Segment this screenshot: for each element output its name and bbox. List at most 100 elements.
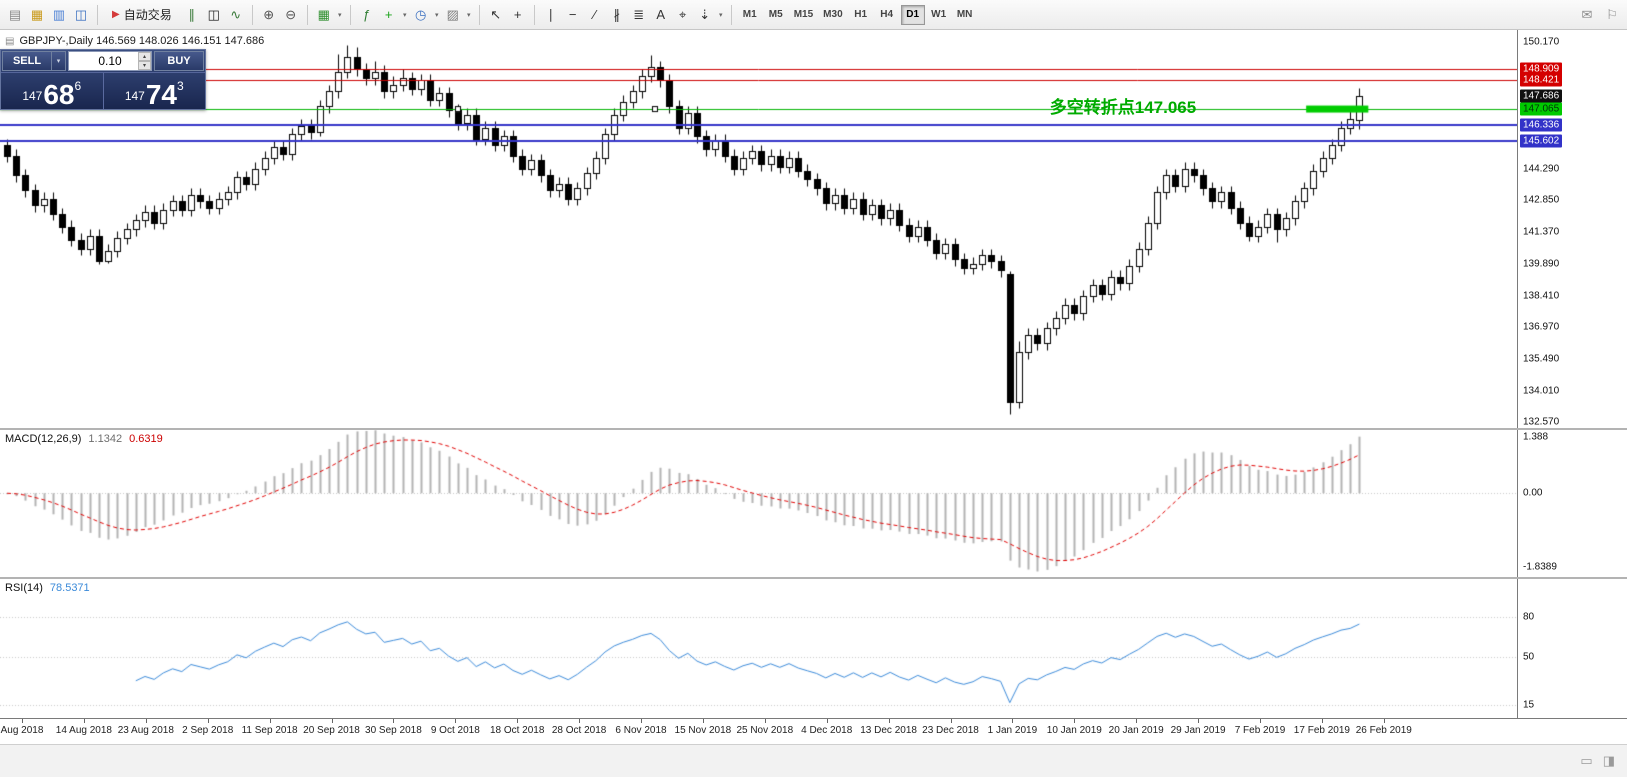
- panel-separator[interactable]: [0, 428, 1627, 430]
- main-toolbar: ▤ ▦ ▥ ◫ ▶ 自动交易 ∥ ◫ ∿ ⊕ ⊖ ▦ ▾ ƒ + ▾ ◷ ▾ ▨ ▾ ↖ + ∣ − ∕ ∦ ≣ A ⌖ ⇣ ▾ M1…: [0, 0, 1627, 30]
- trendline-icon[interactable]: ∕: [593, 7, 596, 22]
- date-label: 11 Sep 2018: [241, 725, 298, 736]
- data-window-icon[interactable]: ◫: [74, 6, 88, 22]
- date-label: 14 Aug 2018: [55, 725, 112, 736]
- buy-price-pips: 74: [145, 78, 177, 110]
- date-label: 29 Jan 2019: [1170, 725, 1226, 736]
- bar-chart-icon[interactable]: ∥: [188, 6, 195, 22]
- chart-icon: ▤: [5, 35, 15, 47]
- macd-scale-label: -1.8389: [1523, 561, 1557, 573]
- time-axis-tick: [393, 719, 395, 723]
- zoom-out-icon[interactable]: ⊖: [285, 6, 297, 22]
- candlestick-chart-icon[interactable]: ◫: [207, 6, 220, 22]
- volume-decrease-button[interactable]: ▾: [138, 61, 151, 70]
- chart-window: ▤ GBPJPY-,Daily 146.569 148.026 146.151 …: [0, 30, 1627, 744]
- panels-icon[interactable]: ◨: [1602, 753, 1615, 768]
- timeframe-h4[interactable]: H4: [875, 5, 899, 25]
- channel-icon[interactable]: ∦: [613, 6, 620, 22]
- rsi-level-label: 80: [1523, 611, 1535, 623]
- timeframe-m30[interactable]: M30: [819, 5, 846, 25]
- timeframe-m1[interactable]: M1: [738, 5, 762, 25]
- periods-icon[interactable]: ◷: [415, 6, 427, 22]
- time-axis[interactable]: Aug 2018 14 Aug 2018 23 Aug 2018 2 Sep 2018…: [0, 718, 1627, 744]
- rsi-scale[interactable]: 80 50 15: [1517, 579, 1627, 718]
- timeframe-h1[interactable]: H1: [849, 5, 873, 25]
- macd-signal-value: 0.6319: [129, 433, 163, 445]
- toolbar-separator: [478, 4, 480, 25]
- volume-input[interactable]: 0.10 ▴ ▾: [68, 51, 152, 71]
- time-axis-tick: [579, 719, 581, 723]
- price-scale[interactable]: 150.170 148.909 148.421 147.686 147.065 146.3…: [1517, 30, 1627, 428]
- text-icon[interactable]: A: [656, 7, 666, 22]
- candlestick-canvas[interactable]: [0, 30, 1517, 428]
- crosshair-icon[interactable]: +: [513, 7, 522, 22]
- arrows-icon-dropdown[interactable]: ▾: [718, 11, 723, 19]
- macd-name: MACD(12,26,9): [5, 433, 82, 445]
- alerts-icon[interactable]: ⚐: [1606, 6, 1618, 22]
- indicator-group: ƒ + ▾ ◷ ▾ ▨ ▾: [356, 4, 474, 26]
- macd-canvas[interactable]: [0, 430, 1517, 577]
- timeframe-mn[interactable]: MN: [953, 5, 977, 25]
- macd-label: MACD(12,26,9) 1.1342 0.6319: [5, 433, 163, 445]
- pivot-annotation[interactable]: 多空转折点147.065: [1049, 98, 1197, 118]
- fibonacci-icon[interactable]: ≣: [633, 6, 645, 22]
- buy-price-prefix: 147: [124, 89, 145, 103]
- date-label: 25 Nov 2018: [736, 725, 794, 736]
- add-indicator-icon-dropdown[interactable]: ▾: [402, 11, 407, 19]
- timeframe-w1[interactable]: W1: [927, 5, 951, 25]
- zoom-in-icon[interactable]: ⊕: [263, 6, 275, 22]
- timeframe-m15[interactable]: M15: [790, 5, 817, 25]
- volume-value: 0.10: [98, 54, 122, 68]
- sell-price[interactable]: 147 68 6: [1, 73, 103, 109]
- vertical-line-icon[interactable]: ∣: [547, 6, 554, 22]
- grid-icon[interactable]: ▦: [317, 6, 330, 22]
- label-icon[interactable]: ⌖: [679, 6, 687, 22]
- time-axis-tick: [950, 719, 952, 723]
- indicators-icon[interactable]: ƒ: [363, 7, 371, 22]
- volume-increase-button[interactable]: ▴: [138, 52, 151, 61]
- macd-scale[interactable]: 1.388 0.00 -1.8389: [1517, 430, 1627, 577]
- rsi-canvas[interactable]: [0, 579, 1517, 718]
- date-label: 18 Oct 2018: [489, 725, 545, 736]
- sell-button[interactable]: SELL: [2, 51, 52, 71]
- time-axis-tick: [22, 719, 23, 723]
- profiles-icon[interactable]: ▥: [52, 6, 66, 22]
- time-axis-tick: [1012, 719, 1014, 723]
- autotrading-button[interactable]: ▶ 自动交易: [103, 3, 181, 27]
- periods-icon-dropdown[interactable]: ▾: [434, 11, 439, 19]
- new-order-icon[interactable]: ▤: [8, 6, 22, 22]
- line-chart-icon[interactable]: ∿: [230, 6, 242, 22]
- date-label: 7 Feb 2019: [1234, 725, 1286, 736]
- order-type-dropdown[interactable]: ▾: [52, 51, 66, 71]
- arrows-icon[interactable]: ⇣: [699, 6, 711, 22]
- time-axis-tick: [331, 719, 333, 723]
- date-label: 28 Oct 2018: [551, 725, 607, 736]
- news-icon[interactable]: ✉: [1581, 6, 1593, 22]
- date-label: 1 Jan 2019: [987, 725, 1038, 736]
- time-axis-tick: [1383, 719, 1385, 723]
- autotrading-icon: ▶: [112, 9, 120, 20]
- new-chart-icon[interactable]: ▦: [30, 6, 44, 22]
- buy-button[interactable]: BUY: [154, 51, 204, 71]
- buy-price[interactable]: 147 74 3: [104, 73, 206, 109]
- macd-plot: MACD(12,26,9) 1.1342 0.6319: [0, 430, 1517, 577]
- horizontal-line-icon[interactable]: −: [568, 7, 577, 22]
- price-badge: 148.421: [1520, 73, 1563, 87]
- time-axis-tick: [702, 719, 704, 723]
- time-axis-tick: [1321, 719, 1323, 723]
- grid-icon-dropdown[interactable]: ▾: [337, 11, 342, 19]
- templates-icon[interactable]: ▨: [446, 6, 459, 22]
- price-scale-label: 142.850: [1523, 194, 1560, 206]
- time-axis-tick: [207, 719, 209, 723]
- volume-steppers: ▴ ▾: [138, 52, 151, 70]
- notes-icon[interactable]: ▭: [1580, 753, 1593, 768]
- toolbar-separator: [533, 4, 535, 25]
- timeframe-d1[interactable]: D1: [900, 4, 925, 25]
- add-indicator-icon[interactable]: +: [384, 7, 393, 22]
- cursor-icon[interactable]: ↖: [490, 6, 502, 22]
- templates-icon-dropdown[interactable]: ▾: [466, 11, 471, 19]
- panel-separator[interactable]: [0, 577, 1627, 579]
- timeframe-m5[interactable]: M5: [764, 5, 788, 25]
- toolbar-tool-groups: ∥ ◫ ∿ ⊕ ⊖ ▦ ▾ ƒ + ▾ ◷ ▾ ▨ ▾ ↖ + ∣ − ∕ ∦ ≣ A ⌖ ⇣ ▾: [181, 4, 726, 26]
- time-axis-tick: [145, 719, 147, 723]
